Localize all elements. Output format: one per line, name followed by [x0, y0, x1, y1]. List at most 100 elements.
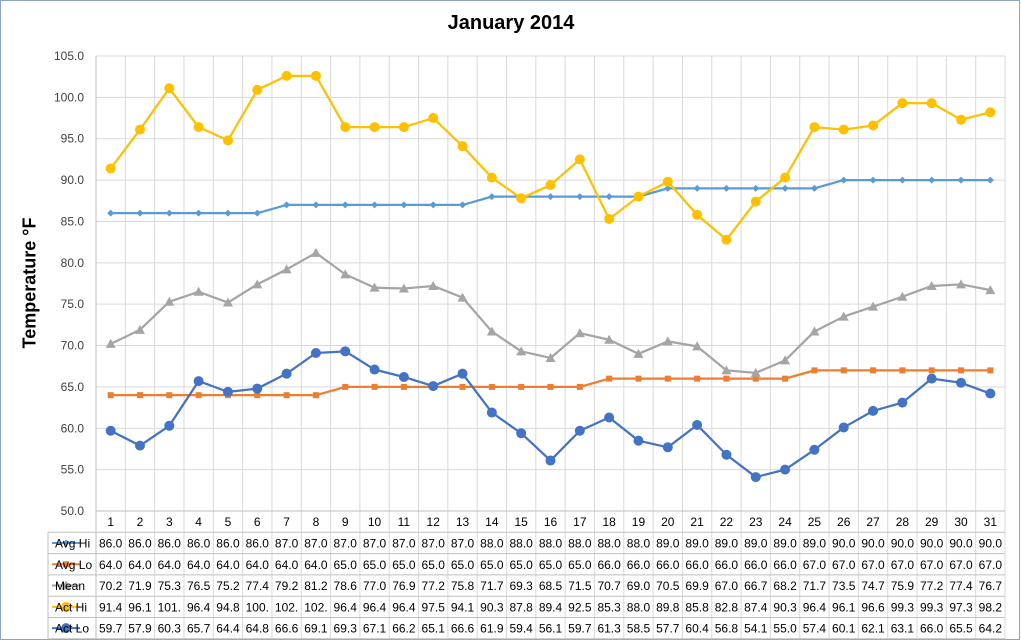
data-point: [281, 264, 292, 274]
data-point: [897, 98, 908, 109]
data-point: [662, 176, 673, 187]
data-point: [457, 141, 468, 152]
table-cell: 64.2: [979, 622, 1003, 636]
table-cell: 90.0: [832, 536, 856, 550]
table-cell: 86.0: [158, 536, 182, 550]
data-point: [545, 180, 556, 191]
y-tick-label: 75.0: [61, 297, 85, 311]
table-cell: 86.0: [246, 536, 270, 550]
table-cell: 81.2: [304, 579, 328, 593]
data-point: [369, 364, 380, 375]
data-point: [809, 122, 820, 133]
table-cell: 76.5: [187, 579, 211, 593]
x-tick-label: 27: [866, 515, 880, 529]
table-cell: 66.0: [656, 558, 680, 572]
data-point: [897, 397, 908, 408]
y-tick-label: 95.0: [61, 132, 85, 146]
y-tick-label: 85.0: [61, 214, 85, 228]
table-cell: 94.8: [216, 600, 240, 614]
data-point: [193, 122, 204, 133]
table-cell: 87.0: [422, 536, 446, 550]
table-cell: 88.0: [480, 536, 504, 550]
data-point: [868, 405, 879, 416]
data-point: [987, 367, 994, 374]
data-point: [662, 442, 673, 453]
x-tick-label: 14: [485, 515, 499, 529]
x-tick-label: 30: [954, 515, 968, 529]
data-point: [486, 172, 497, 183]
data-point: [576, 383, 583, 390]
legend-label: Avg Lo: [55, 558, 92, 572]
table-cell: 57.7: [656, 622, 680, 636]
table-cell: 88.0: [568, 536, 592, 550]
x-tick-label: 9: [342, 515, 349, 529]
data-point: [810, 184, 818, 192]
table-cell: 99.3: [920, 600, 944, 614]
data-point: [371, 201, 379, 209]
table-cell: 66.0: [773, 558, 797, 572]
data-point: [136, 392, 143, 399]
data-point: [252, 383, 263, 394]
table-cell: 74.7: [861, 579, 885, 593]
table-cell: 96.4: [363, 600, 387, 614]
data-point: [459, 383, 466, 390]
data-point: [369, 282, 380, 292]
table-cell: 69.0: [627, 579, 651, 593]
table-cell: 73.5: [832, 579, 856, 593]
data-point: [721, 449, 732, 460]
data-point: [136, 209, 144, 217]
data-point: [662, 336, 673, 346]
table-cell: 90.0: [979, 536, 1003, 550]
table-cell: 69.3: [509, 579, 533, 593]
data-point: [166, 392, 173, 399]
data-point: [518, 383, 525, 390]
data-point: [957, 176, 965, 184]
legend-key-marker: [61, 601, 71, 612]
data-point: [721, 365, 732, 375]
table-cell: 65.5: [949, 622, 973, 636]
data-point: [635, 375, 642, 382]
table-cell: 71.7: [480, 579, 504, 593]
legend-key-marker: [61, 580, 71, 590]
data-point: [516, 428, 527, 439]
data-point: [340, 269, 351, 279]
table-cell: 97.5: [422, 600, 446, 614]
data-point: [692, 341, 703, 351]
data-point: [604, 213, 615, 224]
x-tick-label: 1: [107, 515, 114, 529]
data-point: [105, 425, 116, 436]
x-tick-label: 8: [313, 515, 320, 529]
data-point: [193, 376, 204, 387]
table-cell: 64.4: [216, 622, 240, 636]
table-cell: 65.0: [568, 558, 592, 572]
x-tick-label: 7: [283, 515, 290, 529]
data-point: [283, 201, 291, 209]
x-tick-label: 29: [925, 515, 939, 529]
x-tick-label: 4: [195, 515, 202, 529]
table-cell: 88.0: [539, 536, 563, 550]
table-cell: 78.6: [334, 579, 358, 593]
table-cell: 70.5: [656, 579, 680, 593]
table-cell: 96.4: [334, 600, 358, 614]
data-point: [809, 326, 820, 336]
table-cell: 86.0: [216, 536, 240, 550]
table-cell: 89.0: [803, 536, 827, 550]
table-cell: 101.: [158, 600, 181, 614]
x-tick-label: 25: [808, 515, 822, 529]
data-point: [605, 193, 613, 201]
table-cell: 87.8: [509, 600, 533, 614]
table-cell: 69.9: [685, 579, 709, 593]
data-point: [400, 383, 407, 390]
data-point: [899, 367, 906, 374]
table-cell: 89.8: [656, 600, 680, 614]
table-cell: 100.: [246, 600, 269, 614]
table-cell: 77.2: [920, 579, 944, 593]
table-cell: 67.0: [979, 558, 1003, 572]
x-tick-label: 13: [456, 515, 470, 529]
table-cell: 62.1: [861, 622, 885, 636]
table-cell: 71.5: [568, 579, 592, 593]
table-cell: 87.0: [392, 536, 416, 550]
table-cell: 85.3: [597, 600, 621, 614]
x-tick-label: 18: [602, 515, 616, 529]
table-cell: 86.0: [187, 536, 211, 550]
